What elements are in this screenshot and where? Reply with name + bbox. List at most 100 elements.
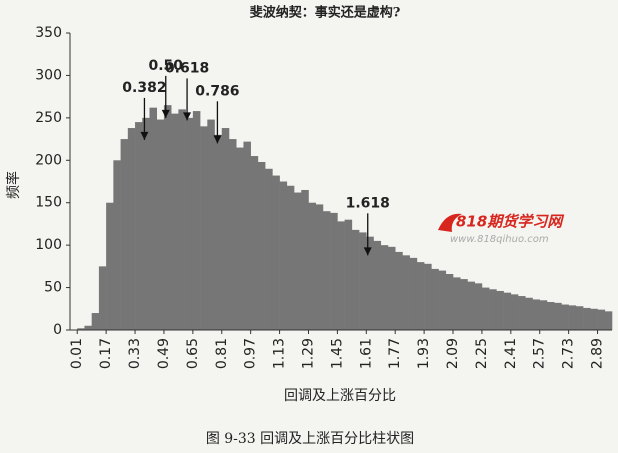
bar	[156, 119, 165, 330]
bar	[424, 263, 432, 330]
bar	[359, 232, 367, 330]
bar	[84, 325, 92, 330]
bar	[554, 302, 562, 330]
bar	[597, 309, 606, 330]
x-tick-label: 0.49	[156, 338, 172, 369]
watermark-text: 818期货学习网	[456, 213, 565, 231]
watermark-icon	[438, 213, 462, 232]
bar	[366, 236, 374, 330]
x-tick-label: 1.45	[329, 338, 345, 369]
arrow-head	[140, 131, 149, 140]
bar	[257, 161, 266, 330]
bar	[438, 270, 447, 330]
bar	[135, 122, 143, 330]
bar	[409, 257, 418, 330]
bar	[106, 202, 114, 330]
bar	[127, 128, 136, 330]
bar	[91, 313, 100, 330]
x-tick-label: 1.61	[358, 338, 374, 369]
y-tick-label: 100	[35, 237, 62, 253]
x-tick-label: 1.29	[300, 338, 316, 369]
bar	[272, 175, 280, 330]
bar	[532, 299, 541, 330]
bar	[243, 141, 251, 330]
bar	[568, 305, 577, 330]
bar	[351, 229, 360, 330]
arrow-head	[213, 135, 222, 144]
bar	[214, 134, 223, 330]
bar	[178, 109, 186, 330]
arrow-head	[161, 109, 170, 118]
bar	[503, 292, 512, 330]
bar	[453, 277, 461, 330]
bar	[460, 279, 468, 330]
bar	[149, 107, 158, 330]
bar	[113, 160, 121, 330]
y-tick-label: 300	[35, 67, 62, 83]
bar	[416, 262, 425, 330]
x-tick-label: 0.65	[185, 338, 201, 369]
x-tick-label: 0.17	[98, 338, 114, 369]
bar	[525, 297, 533, 330]
bar	[330, 212, 338, 330]
annotation-label: 1.618	[346, 195, 390, 211]
bar	[337, 221, 345, 330]
bar	[575, 306, 584, 330]
annotation-label: 0.382	[122, 80, 166, 96]
bar	[481, 287, 490, 330]
bar	[546, 301, 555, 330]
bar	[344, 219, 353, 330]
x-tick-label: 0.33	[127, 338, 143, 369]
x-axis-label: 回调及上涨百分比	[284, 388, 396, 404]
bar	[604, 311, 613, 330]
bar	[286, 185, 295, 330]
bar	[200, 126, 208, 330]
bar	[77, 328, 85, 330]
chart-title: 斐波纳契：事实还是虚构?	[249, 5, 401, 21]
y-tick-label: 250	[35, 110, 62, 126]
y-tick-label: 0	[53, 322, 62, 338]
bar	[301, 189, 309, 330]
bar	[192, 111, 201, 330]
bar	[474, 283, 483, 330]
bar	[98, 266, 107, 330]
x-tick-label: 2.25	[474, 338, 490, 369]
annotation-label: 0.50	[148, 58, 183, 74]
bar	[207, 119, 215, 330]
x-tick-label: 2.73	[561, 338, 577, 369]
y-tick-label: 150	[35, 195, 62, 211]
bar	[395, 251, 403, 330]
bar	[308, 202, 317, 330]
bar	[120, 139, 129, 330]
bar	[250, 156, 259, 330]
bar	[294, 192, 302, 330]
bar	[185, 117, 194, 330]
bar	[489, 289, 497, 330]
bar	[467, 281, 475, 330]
x-tick-label: 2.57	[532, 338, 548, 369]
x-tick-label: 0.81	[214, 338, 230, 369]
bar	[590, 308, 598, 330]
arrow-head	[363, 247, 372, 256]
bar	[402, 255, 410, 330]
bar	[171, 113, 179, 330]
y-axis-label: 频率	[5, 171, 22, 199]
bar	[431, 268, 439, 330]
watermark-url: www.818qihuo.com	[450, 234, 549, 245]
y-tick-label: 50	[44, 280, 62, 296]
bar	[315, 204, 324, 330]
x-tick-label: 0.97	[243, 338, 259, 369]
bar	[265, 168, 273, 330]
bar	[445, 273, 454, 330]
caption: 图 9-33 回调及上涨百分比柱状图	[206, 431, 414, 447]
bar	[228, 139, 237, 330]
x-tick-label: 2.41	[503, 338, 519, 369]
bar	[387, 246, 396, 330]
x-tick-label: 2.09	[445, 338, 461, 369]
bar	[142, 117, 150, 330]
bar	[322, 211, 331, 330]
y-tick-label: 200	[35, 152, 62, 168]
x-tick-label: 1.13	[272, 338, 288, 369]
